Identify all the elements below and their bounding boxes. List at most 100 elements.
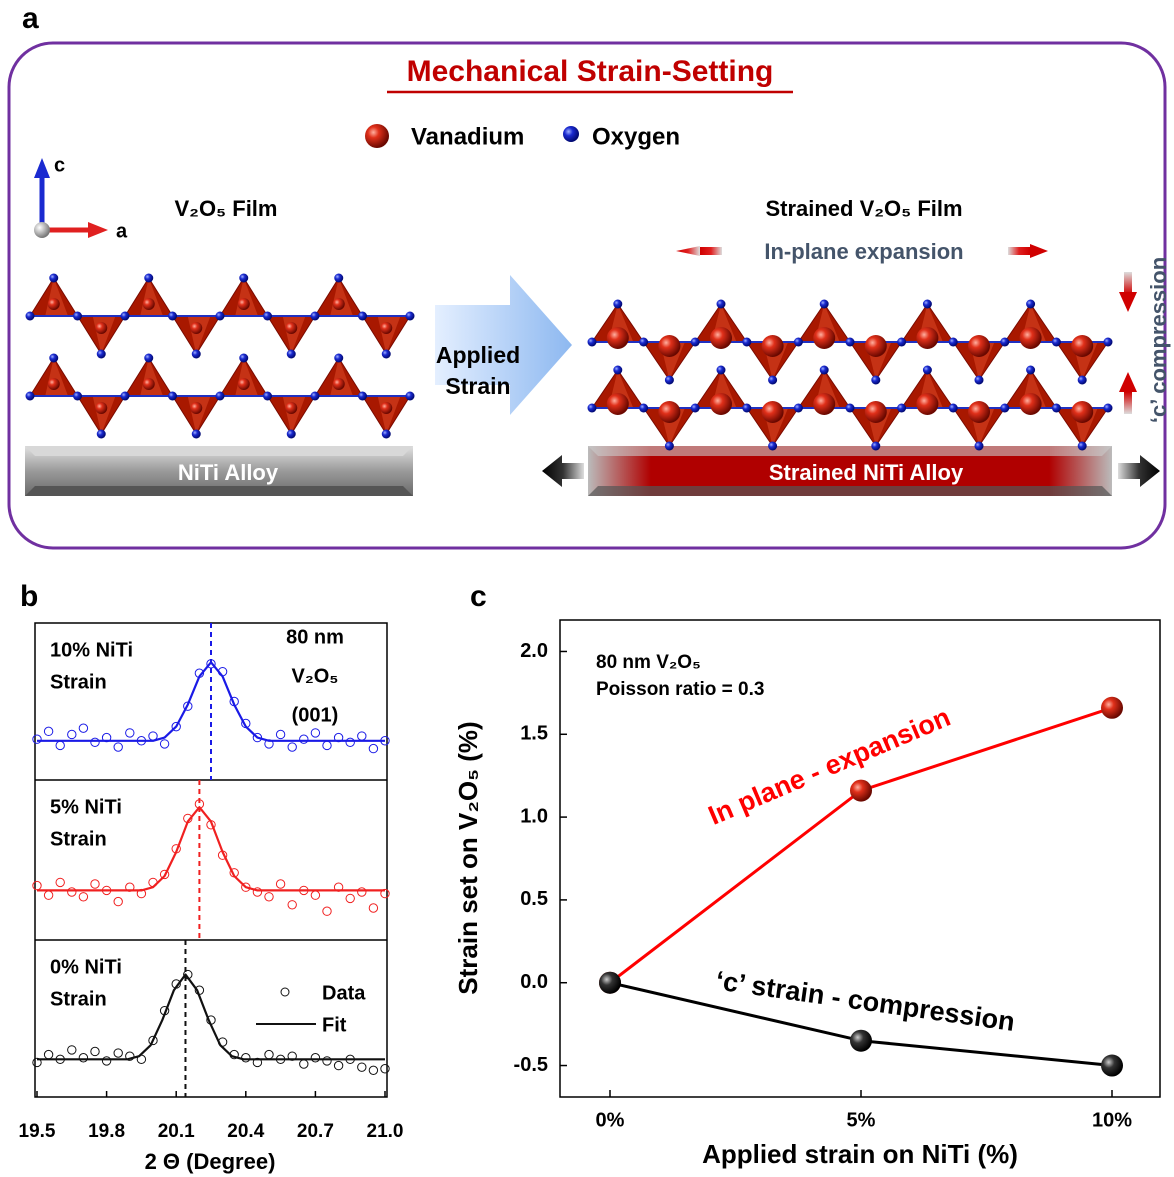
data-point [78,1053,89,1063]
data-point [159,739,170,749]
atom [332,298,345,310]
data-point [148,1035,158,1046]
atom [864,401,887,423]
arrow [1118,455,1160,487]
atom [73,391,82,401]
atom [916,393,939,415]
data-point [357,731,367,741]
arrow [1119,292,1137,312]
legend-swatch [365,124,389,148]
atom [742,337,752,347]
atom [380,322,393,334]
data-point [67,1045,77,1055]
data-point [55,740,65,751]
y-tick-label: 0.0 [520,971,548,993]
axis-arrow [88,222,108,238]
arrow-label: Strain [445,373,510,399]
atom [285,322,298,334]
atom [710,393,732,415]
axis-origin [34,222,50,238]
y-tick-label: -0.5 [514,1054,548,1076]
data-point [287,742,297,752]
film-label: V₂O₅ Film [175,196,278,221]
atom [690,337,700,347]
x-tick-label: 20.1 [158,1121,195,1142]
atom [813,327,836,349]
legend-swatch [280,987,290,997]
film-label: Strained V₂O₅ Film [765,196,962,221]
arrow [676,246,700,256]
atom [1071,335,1094,357]
data-point [32,880,42,891]
arrow [1119,372,1137,392]
marker [599,971,621,994]
atom [334,353,344,363]
atom [25,391,35,401]
panel-a: a Mechanical Strain-Setting Vanadium Oxy… [7,2,1171,550]
atom [144,353,154,363]
panel-text: 0% NiTi [50,956,122,978]
data-point [43,1049,54,1060]
panel-b: b 2 Θ (Degree) 80 nm V₂O₅ (001) Data Fit… [19,580,404,1174]
big-arrow [435,275,572,415]
atom [845,403,855,413]
atom [1000,337,1010,347]
series-label: In plane - expansion [704,702,955,831]
atom [73,311,82,321]
substrate [25,486,413,496]
atom [190,322,203,334]
atom [948,337,958,347]
data-point [43,890,54,900]
marker [850,779,872,802]
atom [405,311,415,321]
x-tick-label: 0% [596,1109,625,1131]
data-point [345,737,355,748]
atom [742,403,752,413]
atom [819,365,829,375]
annotation: (001) [292,704,339,726]
atom [95,402,108,414]
data-point [275,879,286,889]
panel-text: 10% NiTi [50,639,133,661]
atom [168,391,177,401]
atom [716,365,726,375]
atom [239,273,249,283]
atom [710,327,732,349]
data-point [310,728,321,738]
marker [1101,1054,1123,1077]
atom [968,401,990,423]
data-point [113,742,123,752]
data-point [206,659,216,669]
atom [1077,375,1087,385]
data-point [241,882,251,892]
data-point [43,726,54,737]
data-point [299,1059,309,1069]
atom [864,335,887,357]
annotation: Poisson ratio = 0.3 [596,679,764,700]
atom [310,391,320,401]
data-point [67,729,77,740]
atom [237,298,250,310]
panel-text: Strain [50,828,107,850]
atom [239,353,249,363]
atom [606,327,629,349]
atom [768,441,778,451]
data-point [32,734,42,744]
data-point [322,906,332,916]
data-point [125,728,135,738]
atom [334,273,344,283]
annotation: 80 nm [286,626,344,648]
data-point [345,893,355,904]
data-point [171,721,181,732]
atom [49,353,59,363]
x-tick-label: 20.4 [227,1121,264,1142]
data-point [252,887,263,897]
substrate-label: Strained NiTi Alloy [769,460,964,485]
legend-label: Fit [322,1014,347,1036]
panel-label: c [470,580,487,613]
legend-label: Oxygen [592,123,680,150]
atom [922,365,932,375]
atom [690,403,700,413]
panel-label: a [22,2,39,35]
atom [47,298,60,310]
